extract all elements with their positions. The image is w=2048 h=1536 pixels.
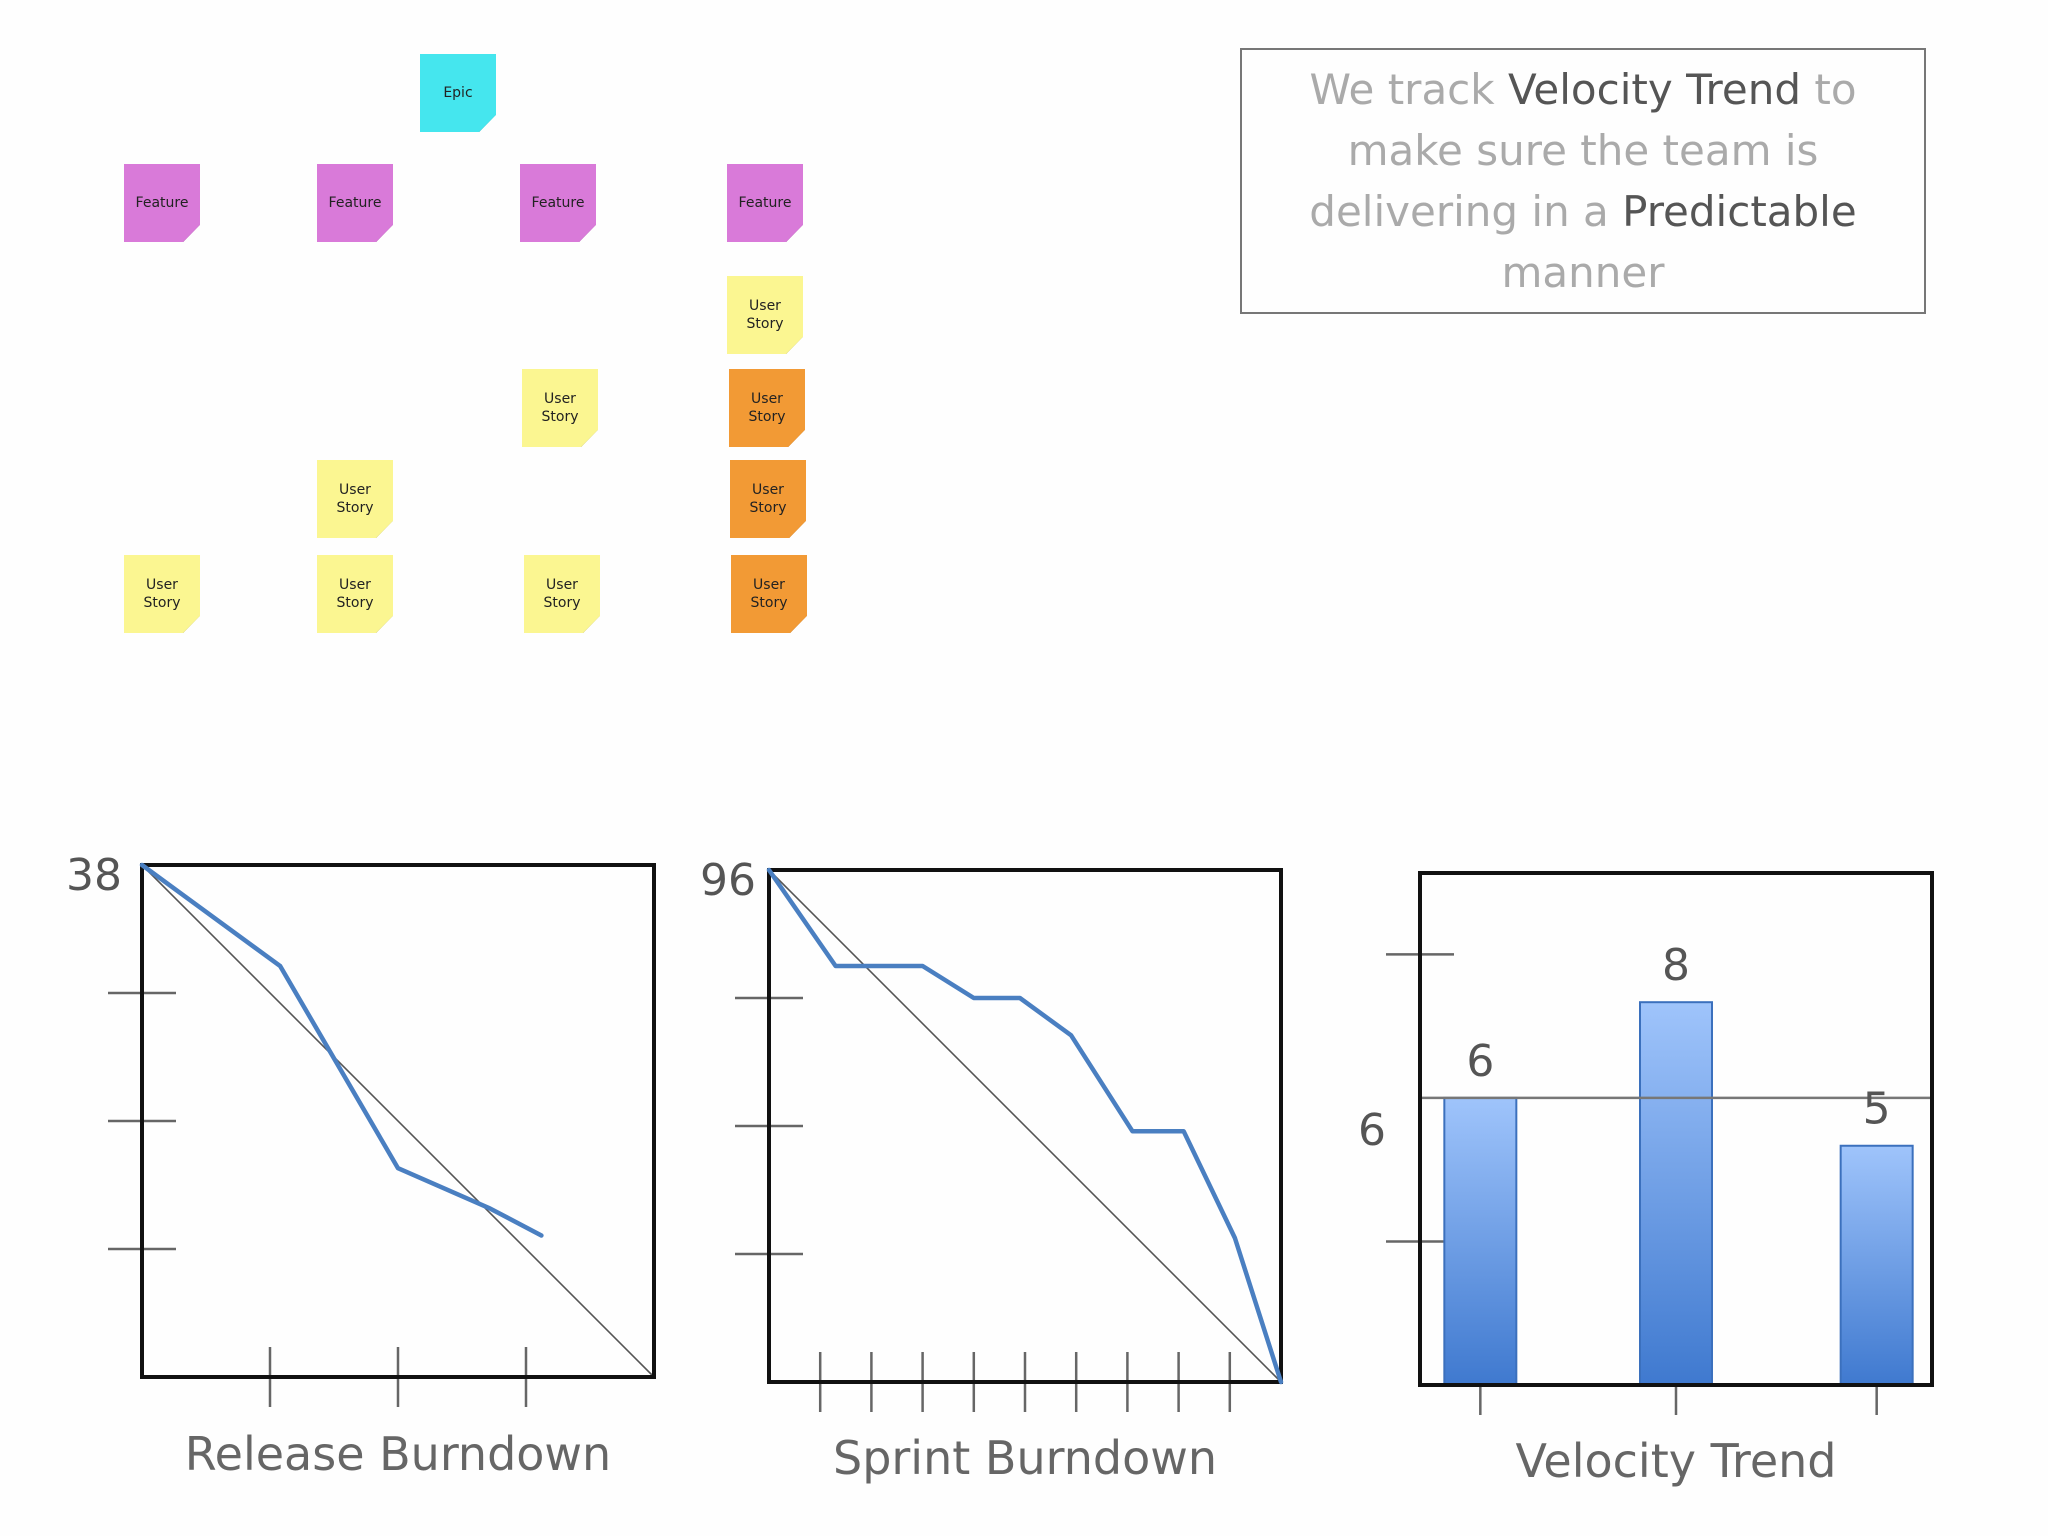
feature-label: Feature <box>328 195 382 211</box>
reference-value-label: 6 <box>1358 1105 1386 1156</box>
velocity-bar <box>1639 1001 1713 1387</box>
velocity-bars <box>1443 1001 1914 1387</box>
user-story-label: User Story <box>749 482 787 516</box>
ideal-burndown-line <box>768 869 1282 1383</box>
chart-title: Sprint Burndown <box>833 1431 1217 1485</box>
callout-text-part: manner <box>1501 248 1665 297</box>
epic-note[interactable]: Epic <box>420 54 496 132</box>
callout-text-part: to make sure the team is delivering in a <box>1309 65 1857 236</box>
feature-label: Feature <box>531 195 585 211</box>
feature-label: Feature <box>738 195 792 211</box>
ideal-line <box>768 869 1282 1383</box>
callout-text: We track Velocity Trend to make sure the… <box>1273 59 1893 303</box>
y-max-label: 96 <box>700 855 756 906</box>
callout-text-part: We track <box>1309 65 1508 114</box>
user-story-label: User Story <box>543 577 581 611</box>
bar-value-label: 5 <box>1863 1084 1891 1135</box>
feature-note-2[interactable]: Feature <box>317 164 393 242</box>
plot-frame <box>1418 871 1934 1387</box>
user-story-label: User Story <box>750 577 788 611</box>
actual-burndown-line <box>139 862 544 1238</box>
epic-label: Epic <box>443 85 473 101</box>
feature-note-4[interactable]: Feature <box>727 164 803 242</box>
user-story-note[interactable]: User Story <box>317 555 393 633</box>
velocity-bar <box>1839 1144 1914 1387</box>
user-story-label: User Story <box>748 391 786 425</box>
user-story-label: User Story <box>143 577 181 611</box>
bar-value-label: 8 <box>1662 940 1690 991</box>
bar-value-labels: 6 8 5 <box>1466 940 1890 1135</box>
release-burndown-chart: 38 Release Burndown <box>66 850 656 1481</box>
user-story-note-done[interactable]: User Story <box>731 555 807 633</box>
ideal-burndown-line <box>141 864 655 1378</box>
callout-highlight-predictable: Predictable <box>1622 187 1857 236</box>
user-story-label: User Story <box>746 298 784 332</box>
series-line <box>766 867 1284 1385</box>
axis-ticks <box>735 996 1232 1412</box>
velocity-trend-chart: 6 6 8 5 Velocity Trend <box>1358 871 1934 1488</box>
velocity-callout-box: We track Velocity Trend to make sure the… <box>1240 48 1926 314</box>
user-story-label: User Story <box>336 577 374 611</box>
user-story-note[interactable]: User Story <box>522 369 598 447</box>
chart-title: Velocity Trend <box>1516 1434 1837 1488</box>
story-map: Epic Feature Feature Feature Feature Use… <box>0 0 880 700</box>
axis-ticks <box>108 991 528 1407</box>
user-story-note[interactable]: User Story <box>727 276 803 354</box>
plot-frame <box>140 863 656 1379</box>
callout-highlight-velocity: Velocity Trend <box>1507 65 1802 114</box>
plot-frame <box>767 868 1283 1384</box>
y-max-label: 38 <box>66 850 122 901</box>
chart-title: Release Burndown <box>185 1427 611 1481</box>
user-story-note[interactable]: User Story <box>524 555 600 633</box>
series-line <box>139 862 544 1238</box>
ideal-line <box>141 864 655 1378</box>
bar-value-label: 6 <box>1466 1036 1494 1087</box>
sprint-burndown-chart: 96 Sprint Burndown <box>700 855 1284 1485</box>
velocity-bar <box>1443 1096 1518 1387</box>
user-story-label: User Story <box>541 391 579 425</box>
actual-burndown-line <box>766 867 1284 1385</box>
feature-label: Feature <box>135 195 189 211</box>
user-story-label: User Story <box>336 482 374 516</box>
